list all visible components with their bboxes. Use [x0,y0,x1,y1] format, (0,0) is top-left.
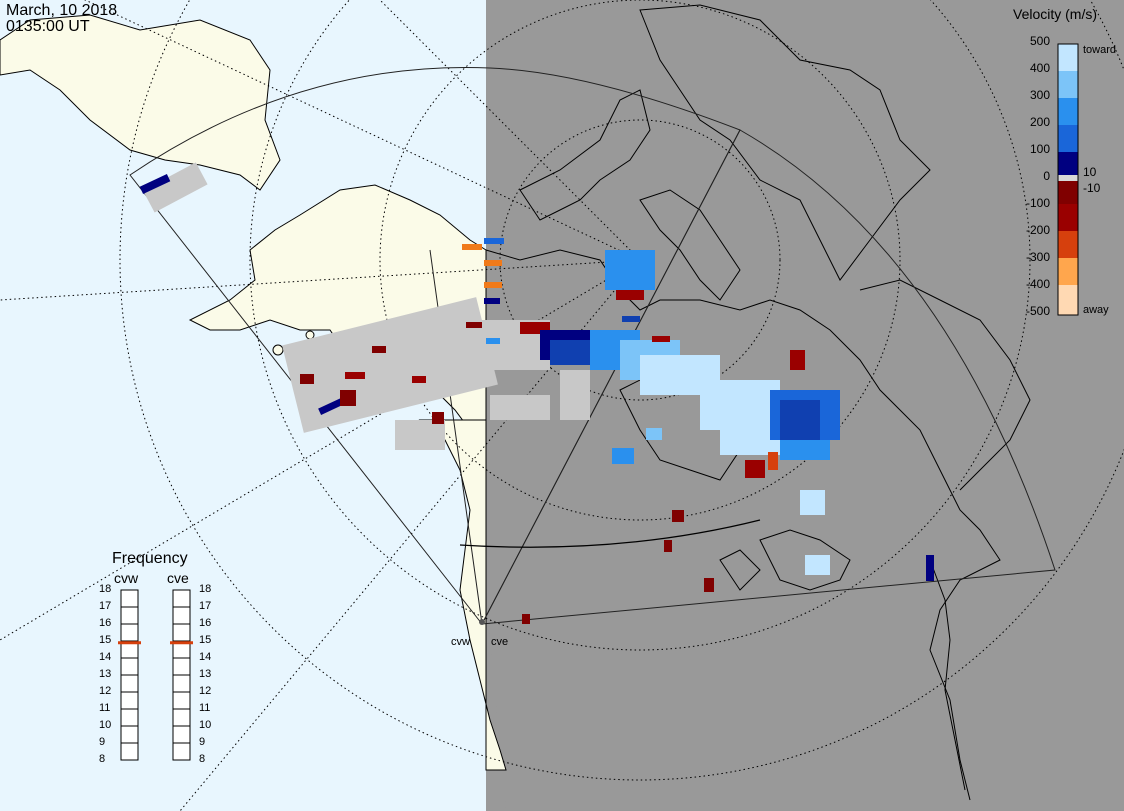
colorbar-tick-label: -200 [1025,223,1050,237]
cb-seg [1058,204,1078,231]
colorbar-tick-label: 100 [1029,142,1050,156]
cb-seg [1058,181,1078,204]
freq-scale-label: 17 [199,600,212,612]
freq-scale-label: 12 [99,685,112,697]
colorbar-tick-label: 300 [1029,88,1050,102]
coast-baffin [639,189,741,301]
freq-scale-label: 8 [99,753,106,765]
freq-scale-label: 13 [99,668,112,680]
freq-scale-label: 17 [99,600,112,612]
colorbar-toward: toward [1083,44,1117,56]
freq-scale-label: 18 [199,583,212,595]
land-siberia [0,14,281,191]
cb-seg [1058,125,1078,152]
freq-scale-label: 15 [199,634,212,646]
coast-labrador [859,279,1031,491]
cb-seg [1058,175,1078,181]
cb-seg [1058,44,1078,71]
freq-scale-label: 14 [99,651,112,663]
freq-scale-label: 9 [99,736,106,748]
cb-seg [1058,231,1078,258]
freq-scale-label: 8 [199,753,206,765]
freq-scale-label: 15 [99,634,112,646]
radar-site-marker [479,619,485,625]
frequency-title: Frequency [112,550,188,567]
colorbar-tick-label: -300 [1025,250,1050,264]
cb-seg [1058,71,1078,98]
freq-scale-label: 11 [199,702,211,714]
freq-scale-label: 18 [99,583,112,595]
cb-seg [1058,152,1078,175]
colorbar-title: Velocity (m/s) [1013,6,1098,22]
freq-radar-label-cvw: cvw [114,570,139,586]
fov-cvw [129,67,741,625]
freq-scale-label: 13 [199,668,212,680]
map-time: 0135:00 UT [6,18,90,35]
velocity-colorbar [1057,43,1079,316]
freq-scale-label: 9 [199,736,206,748]
cb-seg [1058,258,1078,285]
freq-radar-label-cve: cve [167,570,189,586]
island [272,344,284,356]
freq-scale-label: 16 [199,617,212,629]
map-date: March, 10 2018 [6,2,118,19]
freq-scale-label: 10 [199,719,212,731]
coast-great-lakes [719,529,851,591]
colorbar-tick-label: 0 [1043,169,1050,183]
colorbar-tick-label: 400 [1029,61,1050,75]
freq-scale-label: 16 [99,617,112,629]
coast-arctic-islands [519,89,651,221]
horizon-arc [459,519,761,548]
colorbar-tick-label: -100 [1025,196,1050,210]
freq-scale-label: 14 [199,651,212,663]
colorbar-tick-label: -400 [1025,277,1050,291]
colorbar-tick-label: 500 [1029,34,1050,48]
colorbar-away: away [1083,304,1109,316]
coast-us-east [929,559,966,791]
radar-site-label-cvw: cvw [451,636,470,648]
colorbar-inner-tick: 10 [1083,165,1097,179]
freq-scale-label: 11 [99,702,111,714]
ground-scatter [142,162,590,450]
cb-seg [1058,285,1078,315]
velocity-cells [139,174,934,624]
frequency-panel [118,589,193,761]
freq-scale-label: 10 [99,719,112,731]
radar-site-label-cve: cve [491,636,509,648]
colorbar-inner-tick: -10 [1083,181,1101,195]
cb-seg [1058,98,1078,125]
colorbar-tick-label: -500 [1025,304,1050,318]
island [305,330,315,340]
coast-greenland [639,4,931,281]
colorbar-tick-label: 200 [1029,115,1050,129]
freq-scale-label: 12 [199,685,212,697]
